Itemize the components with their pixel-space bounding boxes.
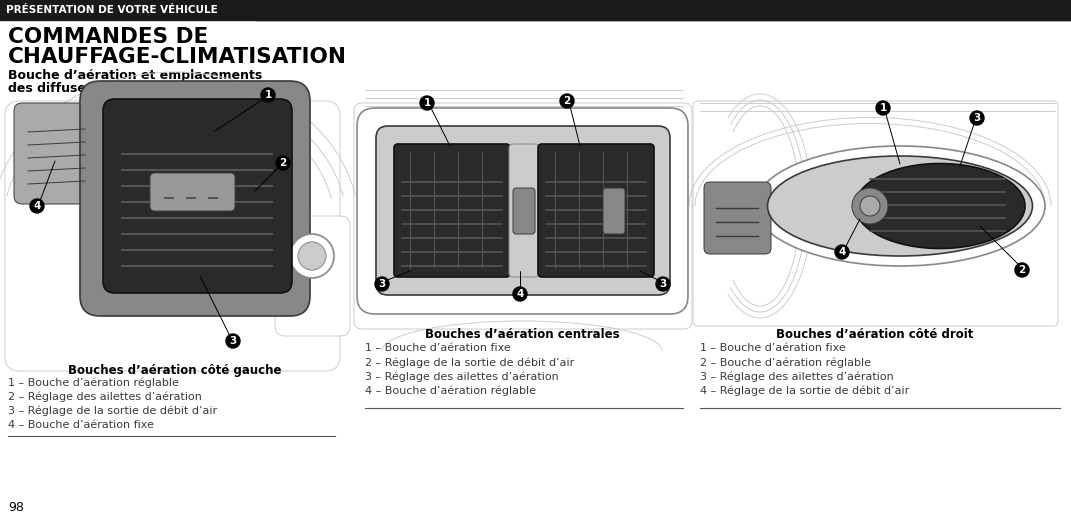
Text: 3: 3 bbox=[378, 279, 386, 289]
Text: COMMANDES DE: COMMANDES DE bbox=[7, 27, 208, 47]
Ellipse shape bbox=[755, 146, 1045, 266]
FancyBboxPatch shape bbox=[376, 126, 670, 295]
FancyBboxPatch shape bbox=[357, 108, 688, 314]
Text: 1: 1 bbox=[423, 98, 431, 108]
Text: 1: 1 bbox=[879, 103, 887, 113]
Text: Bouches d’aération côté gauche: Bouches d’aération côté gauche bbox=[69, 364, 282, 377]
Circle shape bbox=[657, 277, 670, 291]
Text: 98: 98 bbox=[7, 501, 24, 514]
FancyBboxPatch shape bbox=[509, 144, 539, 277]
FancyBboxPatch shape bbox=[5, 101, 340, 371]
Text: 1: 1 bbox=[265, 90, 272, 100]
Circle shape bbox=[560, 94, 574, 108]
Text: PRÉSENTATION DE VOTRE VÉHICULE: PRÉSENTATION DE VOTRE VÉHICULE bbox=[6, 5, 217, 15]
Text: Bouches d’aération centrales: Bouches d’aération centrales bbox=[425, 328, 619, 341]
Circle shape bbox=[876, 101, 890, 115]
Text: 4: 4 bbox=[33, 201, 41, 211]
Circle shape bbox=[513, 287, 527, 301]
Text: 2: 2 bbox=[1019, 265, 1026, 275]
Bar bbox=[255, 0, 1071, 20]
Circle shape bbox=[290, 234, 334, 278]
FancyBboxPatch shape bbox=[513, 188, 536, 234]
FancyBboxPatch shape bbox=[394, 144, 510, 277]
Circle shape bbox=[375, 277, 389, 291]
Text: 3: 3 bbox=[660, 279, 666, 289]
Text: 2: 2 bbox=[280, 158, 287, 168]
Text: 1 – Bouche d’aération réglable: 1 – Bouche d’aération réglable bbox=[7, 378, 179, 389]
Circle shape bbox=[853, 188, 888, 224]
FancyBboxPatch shape bbox=[150, 173, 235, 211]
Text: 1 – Bouche d’aération fixe: 1 – Bouche d’aération fixe bbox=[700, 343, 846, 353]
Circle shape bbox=[226, 334, 240, 348]
Circle shape bbox=[261, 88, 275, 102]
Text: Bouche d’aération et emplacements: Bouche d’aération et emplacements bbox=[7, 69, 262, 82]
FancyBboxPatch shape bbox=[14, 103, 100, 204]
Text: CHAUFFAGE-CLIMATISATION: CHAUFFAGE-CLIMATISATION bbox=[7, 47, 347, 67]
Circle shape bbox=[1015, 263, 1029, 277]
Text: 1 – Bouche d’aération fixe: 1 – Bouche d’aération fixe bbox=[365, 343, 511, 353]
Text: 2 – Réglage des ailettes d’aération: 2 – Réglage des ailettes d’aération bbox=[7, 392, 201, 402]
Circle shape bbox=[970, 111, 984, 125]
Text: 4 – Bouche d’aération réglable: 4 – Bouche d’aération réglable bbox=[365, 385, 536, 396]
FancyBboxPatch shape bbox=[103, 99, 292, 293]
FancyBboxPatch shape bbox=[538, 144, 654, 277]
FancyBboxPatch shape bbox=[80, 81, 310, 316]
Text: 3 – Réglage de la sortie de débit d’air: 3 – Réglage de la sortie de débit d’air bbox=[7, 406, 217, 417]
Text: 2: 2 bbox=[563, 96, 571, 106]
Ellipse shape bbox=[768, 156, 1032, 256]
Text: 3: 3 bbox=[974, 113, 981, 123]
Text: 3 – Réglage des ailettes d’aération: 3 – Réglage des ailettes d’aération bbox=[700, 371, 894, 381]
FancyBboxPatch shape bbox=[275, 216, 350, 336]
FancyBboxPatch shape bbox=[355, 103, 692, 329]
Text: 2 – Réglage de la sortie de débit d’air: 2 – Réglage de la sortie de débit d’air bbox=[365, 357, 574, 368]
Text: 4 – Bouche d’aération fixe: 4 – Bouche d’aération fixe bbox=[7, 420, 154, 430]
Circle shape bbox=[835, 245, 849, 259]
Text: 4: 4 bbox=[839, 247, 846, 257]
FancyBboxPatch shape bbox=[603, 188, 625, 234]
Circle shape bbox=[30, 199, 44, 213]
Text: Bouches d’aération côté droit: Bouches d’aération côté droit bbox=[776, 328, 974, 341]
Circle shape bbox=[276, 156, 290, 170]
Circle shape bbox=[420, 96, 434, 110]
Text: 3 – Réglage des ailettes d’aération: 3 – Réglage des ailettes d’aération bbox=[365, 371, 559, 381]
Text: 4 – Réglage de la sortie de débit d’air: 4 – Réglage de la sortie de débit d’air bbox=[700, 385, 909, 396]
Text: 3: 3 bbox=[229, 336, 237, 346]
Circle shape bbox=[298, 242, 326, 270]
FancyBboxPatch shape bbox=[693, 101, 1058, 326]
Bar bbox=[0, 0, 1071, 20]
Circle shape bbox=[860, 196, 880, 216]
Text: 4: 4 bbox=[516, 289, 524, 299]
Text: 2 – Bouche d’aération réglable: 2 – Bouche d’aération réglable bbox=[700, 357, 871, 368]
FancyBboxPatch shape bbox=[704, 182, 771, 254]
Ellipse shape bbox=[855, 164, 1025, 248]
Text: des diffuseurs – Habitacle: des diffuseurs – Habitacle bbox=[7, 82, 190, 95]
